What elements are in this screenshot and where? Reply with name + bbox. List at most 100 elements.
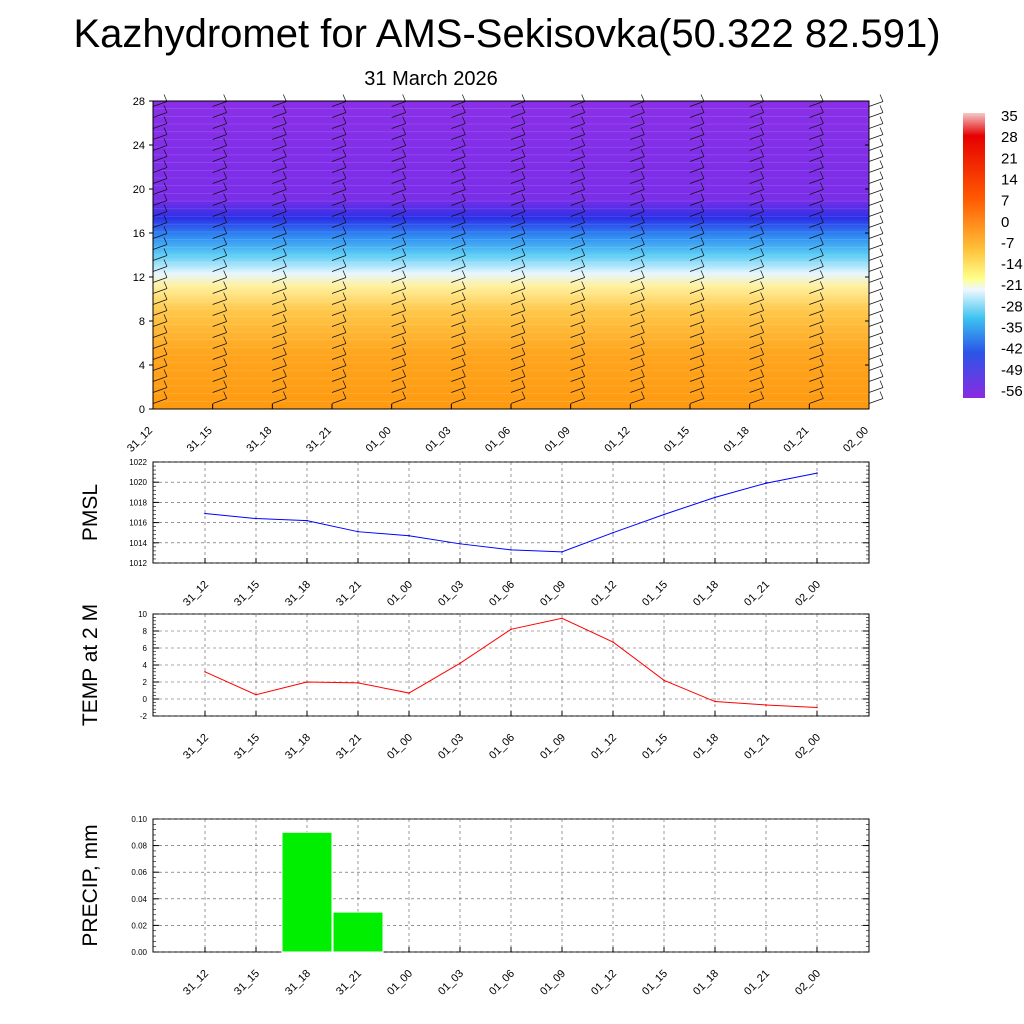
wind-barb [272, 299, 287, 305]
wind-barb [809, 189, 824, 195]
wind-barb [451, 310, 466, 316]
wind-barb-flag [402, 105, 406, 113]
x-tick-label: 01_06 [487, 579, 517, 609]
wind-barb-flag [342, 204, 347, 212]
wind-barb-flag [283, 204, 287, 212]
wind-barb-flag [820, 358, 824, 366]
wind-barb [510, 376, 526, 382]
x-tick-label: 31_18 [283, 732, 313, 762]
wind-barb-flag [342, 149, 347, 157]
wind-barb-flag [283, 369, 287, 377]
wind-barb-flag [163, 94, 168, 102]
wind-barb [570, 244, 585, 250]
wind-barb-flag [879, 171, 884, 179]
wind-barb [570, 189, 585, 195]
y-tick-label: 0 [139, 404, 145, 416]
wind-barb [331, 255, 347, 261]
x-tick-label: 01_18 [691, 579, 721, 609]
wind-barb-flag [581, 303, 585, 311]
wind-barb-flag [641, 204, 645, 212]
wind-barb-flag [879, 116, 884, 124]
wind-barb-flag [700, 292, 705, 300]
wind-barb-flag [521, 380, 526, 388]
wind-barb [152, 277, 168, 283]
wind-barb [630, 354, 645, 360]
wind-barb [570, 321, 585, 327]
wind-barb-flag [283, 171, 287, 179]
wind-barb-flag [462, 138, 466, 146]
wind-barb [212, 398, 227, 404]
wind-barb [630, 255, 645, 261]
y-tick-label: 0 [143, 695, 148, 704]
wind-barb [152, 112, 168, 118]
wind-barb [570, 222, 585, 228]
wind-barb [630, 266, 645, 272]
wind-barb [212, 200, 227, 206]
wind-barb [212, 112, 227, 118]
wind-barb-flag [223, 248, 227, 256]
wind-barb [809, 123, 824, 129]
wind-barb-flag [521, 369, 526, 377]
wind-barb-flag [760, 314, 764, 322]
wind-barb-flag [820, 369, 824, 377]
wind-barb [809, 266, 824, 272]
wind-barb-flag [402, 391, 406, 399]
wind-barb-flag [700, 347, 705, 355]
wind-barb-flag [462, 116, 466, 124]
wind-barb-flag [700, 369, 705, 377]
wind-barb-flag [402, 127, 406, 135]
wind-barb [391, 156, 406, 162]
wind-barb [749, 200, 764, 206]
wind-barb [451, 145, 466, 151]
wind-barb-flag [760, 226, 764, 234]
wind-barb [451, 167, 466, 173]
wind-barb-flag [581, 127, 585, 135]
wind-barb [391, 244, 406, 250]
wind-barb [809, 321, 824, 327]
wind-barb [152, 266, 168, 272]
wind-barb-flag [163, 270, 168, 278]
wind-barb-flag [521, 314, 526, 322]
wind-barb [510, 288, 526, 294]
wind-barb-flag [521, 116, 526, 124]
colorbar-label: 35 [1001, 108, 1018, 125]
wind-barb [272, 354, 287, 360]
wind-barb [570, 200, 585, 206]
wind-barb-flag [820, 380, 824, 388]
x-tick-label: 01_12 [589, 732, 619, 762]
wind-barb [809, 310, 824, 316]
wind-barb-flag [402, 160, 406, 168]
wind-barb-flag [163, 358, 168, 366]
x-tick-label: 01_21 [781, 425, 811, 455]
wind-barb [272, 255, 287, 261]
wind-barb [212, 222, 227, 228]
wind-barb [868, 277, 884, 283]
wind-barb-flag [223, 204, 227, 212]
wind-barb [152, 332, 168, 338]
wind-barb-flag [402, 237, 406, 245]
wind-barb [391, 189, 406, 195]
wind-barb-flag [581, 391, 585, 399]
wind-barb [749, 354, 764, 360]
wind-barb [212, 145, 227, 151]
wind-barb [868, 321, 884, 327]
y-tick-label: 1020 [129, 478, 147, 487]
wind-barb [570, 145, 585, 151]
wind-barb-flag [283, 94, 287, 102]
x-tick-label: 01_03 [436, 968, 466, 998]
y-tick-label: 20 [133, 184, 145, 196]
colorbar-label: 0 [1001, 214, 1009, 231]
wind-barb [689, 178, 705, 184]
wind-barb [212, 343, 227, 349]
wind-barb-flag [879, 160, 884, 168]
wind-barb-flag [223, 270, 227, 278]
wind-barb-flag [283, 160, 287, 168]
wind-barb [272, 200, 287, 206]
wind-barb [749, 332, 764, 338]
wind-barb [809, 288, 824, 294]
wind-barb-flag [342, 182, 347, 190]
wind-barb [749, 156, 764, 162]
wind-barb [451, 200, 466, 206]
wind-barb-flag [342, 369, 347, 377]
data-point [561, 617, 563, 620]
